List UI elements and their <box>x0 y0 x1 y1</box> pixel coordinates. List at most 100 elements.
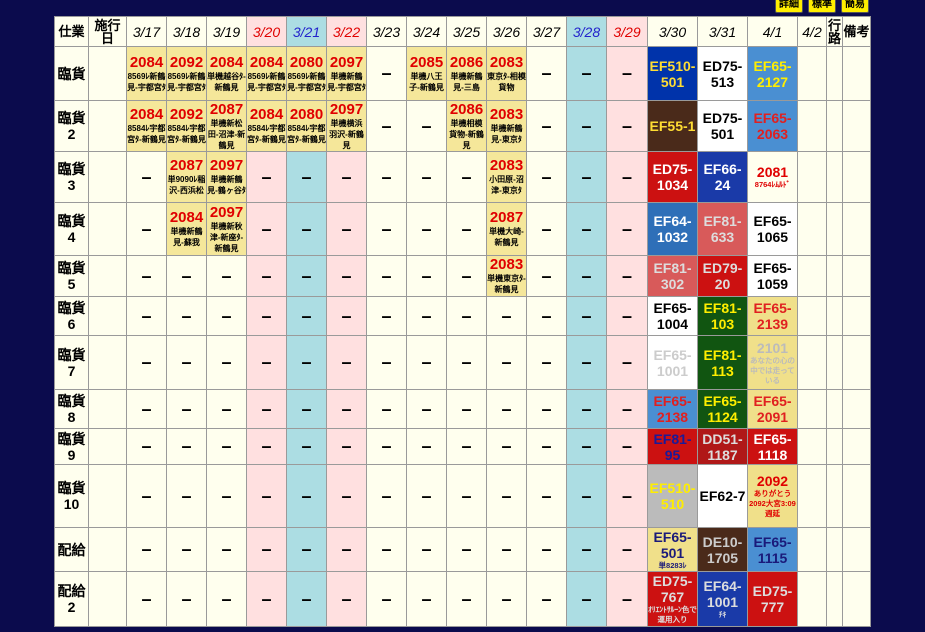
locomotive-cell[interactable]: EF65-1065 <box>747 202 798 256</box>
train-cell[interactable]: 2092 8584ﾚ宇都宮ﾀ-新鶴見 <box>166 100 207 152</box>
table-row: 配給2– – – – – – – – – – – – – ED75-767 ｵﾘｴﾝﾄｻﾙｰﾝ色で運用入り E… <box>54 571 871 627</box>
locomotive-cell[interactable]: EF65-1001 <box>647 335 698 390</box>
train-cell[interactable]: 2087 単機大崎-新鶴見 <box>486 202 527 256</box>
locomotive-cell[interactable]: EF81-103 <box>697 296 748 336</box>
locomotive-cell[interactable]: ED79-20 <box>697 255 748 297</box>
locomotive-number: ED75-513 <box>702 57 743 90</box>
locomotive-cell[interactable]: 2092 ありがとう2092大宮3:09週延 <box>747 464 798 528</box>
standard-button[interactable]: 標準 <box>808 0 836 13</box>
train-cell[interactable]: 2086 単機新鶴見-三島 <box>446 46 487 101</box>
locomotive-cell[interactable]: EF65-1124 <box>697 389 748 429</box>
locomotive-cell[interactable]: EF65-2063 <box>747 100 798 152</box>
locomotive-number: EF65-2091 <box>753 393 792 425</box>
start-date-cell <box>88 389 127 429</box>
train-cell[interactable]: 2097 単機新鶴見-宇都宮ﾀ <box>326 46 367 101</box>
locomotive-cell[interactable]: EF65-1004 <box>647 296 698 336</box>
locomotive-cell[interactable]: EF510-510 <box>647 464 698 528</box>
row-label: 臨貨9 <box>54 428 89 465</box>
empty-cell: – <box>326 527 367 572</box>
train-cell[interactable]: 2083 単機新鶴見-東京ﾀ <box>486 100 527 152</box>
empty-cell: – <box>406 202 447 256</box>
locomotive-cell[interactable]: EF65-501 単8283ﾚ <box>647 527 698 572</box>
locomotive-cell[interactable]: EF81-302 <box>647 255 698 297</box>
locomotive-number: EF65-2063 <box>753 110 792 142</box>
locomotive-cell[interactable]: ED75-501 <box>697 100 748 152</box>
train-cell[interactable]: 2097 単機新秋津-新座ﾀ-新鶴見 <box>206 202 247 256</box>
train-cell[interactable]: 2084 8584ﾚ宇都宮ﾀ-新鶴見 <box>246 100 287 152</box>
locomotive-cell[interactable]: 2101 あなたの心の中では走っている <box>747 335 798 390</box>
train-number: 2084 <box>249 106 284 123</box>
train-cell[interactable]: 2097 単機新鶴見-鶴ヶ谷ﾀ <box>206 151 247 203</box>
empty-cell: – <box>526 100 567 152</box>
train-cell[interactable]: 2083 単機東京ﾀ-新鶴見 <box>486 255 527 297</box>
locomotive-cell[interactable]: 2081 8764ﾚﾑﾙﾄﾞ <box>747 151 798 203</box>
locomotive-cell[interactable]: ED75-1034 <box>647 151 698 203</box>
empty-date-cell <box>797 100 827 152</box>
simple-button[interactable]: 簡易 <box>841 0 869 13</box>
locomotive-cell[interactable]: EF65-2091 <box>747 389 798 429</box>
train-cell[interactable]: 2084 単機新鶴見-蘇我 <box>166 202 207 256</box>
train-number: 2097 <box>209 157 244 174</box>
header-date-3-21: 3/21 <box>286 16 327 47</box>
train-cell[interactable]: 2087 単9090ﾚ稲沢-西浜松 <box>166 151 207 203</box>
locomotive-cell[interactable]: EF81-113 <box>697 335 748 390</box>
train-cell[interactable]: 2083 小田原-沼津-東京ﾀ <box>486 151 527 203</box>
train-cell[interactable]: 2083 東京ﾀ-相模貨物 <box>486 46 527 101</box>
empty-cell: – <box>246 335 287 390</box>
train-cell[interactable]: 2092 8569ﾚ新鶴見-宇都宮ﾀ <box>166 46 207 101</box>
locomotive-cell[interactable]: EF55-1 <box>647 100 698 152</box>
locomotive-cell[interactable]: EF66-24 <box>697 151 748 203</box>
notes-cell <box>842 202 871 256</box>
header-date-3-29: 3/29 <box>606 16 648 47</box>
train-cell[interactable]: 2084 単機越谷ﾀ-新鶴見 <box>206 46 247 101</box>
notes-cell <box>842 296 871 336</box>
train-cell[interactable]: 2086 単機相模貨物-新鶴見 <box>446 100 487 152</box>
table-row: 臨貨10– – – – – – – – – – – – – EF510-510 EF62-7 2092 ありがと… <box>54 464 871 528</box>
locomotive-cell[interactable]: EF65-2127 <box>747 46 798 101</box>
train-route: 単機新鶴見-宇都宮ﾀ <box>327 71 366 92</box>
locomotive-cell[interactable]: EF65-1118 <box>747 428 798 465</box>
train-cell[interactable]: 2087 単機新松田-沼津-新鶴見 <box>206 100 247 152</box>
locomotive-cell[interactable]: EF65-1115 <box>747 527 798 572</box>
empty-cell: – <box>486 389 527 429</box>
train-cell[interactable]: 2085 単機八王子-新鶴見 <box>406 46 447 101</box>
train-cell[interactable]: 2097 単機横浜羽沢-新鶴見 <box>326 100 367 152</box>
locomotive-cell[interactable]: ED75-513 <box>697 46 748 101</box>
train-number: 2083 <box>489 256 524 273</box>
locomotive-cell[interactable]: ED75-777 <box>747 571 798 627</box>
train-number: 2086 <box>449 100 484 118</box>
train-cell[interactable]: 2084 8584ﾚ宇都宮ﾀ-新鶴見 <box>126 100 167 152</box>
locomotive-cell[interactable]: DD51-1187 <box>697 428 748 465</box>
locomotive-cell[interactable]: EF62-7 <box>697 464 748 528</box>
empty-cell: – <box>446 571 487 627</box>
locomotive-cell[interactable]: EF65-2139 <box>747 296 798 336</box>
locomotive-number: EF64-1032 <box>653 213 692 245</box>
locomotive-cell[interactable]: EF65-1059 <box>747 255 798 297</box>
operation-table: 仕業 施行日 3/17 3/18 3/19 3/20 3/21 3/22 3/23 3/24 3… <box>54 16 871 627</box>
detail-button[interactable]: 詳細 <box>775 0 803 13</box>
empty-cell: – <box>406 100 447 152</box>
train-cell[interactable]: 2084 8569ﾚ新鶴見-宇都宮ﾀ <box>126 46 167 101</box>
empty-cell: – <box>366 464 407 528</box>
empty-cell: – <box>486 464 527 528</box>
empty-cell: – <box>406 255 447 297</box>
locomotive-cell[interactable]: DE10-1705 <box>697 527 748 572</box>
empty-date-cell <box>797 151 827 203</box>
locomotive-cell[interactable]: EF510-501 <box>647 46 698 101</box>
locomotive-cell[interactable]: EF64-1001 ﾁｷ <box>697 571 748 627</box>
train-cell[interactable]: 2084 8569ﾚ新鶴見-宇都宮ﾀ <box>246 46 287 101</box>
locomotive-cell[interactable]: EF65-2138 <box>647 389 698 429</box>
locomotive-cell[interactable]: EF64-1032 <box>647 202 698 256</box>
train-cell[interactable]: 2080 8584ﾚ宇都宮ﾀ-新鶴見 <box>286 100 327 152</box>
train-number: 2083 <box>489 157 524 174</box>
header-date-3-27: 3/27 <box>526 16 567 47</box>
empty-cell: – <box>606 100 648 152</box>
train-cell[interactable]: 2080 8569ﾚ新鶴見-宇都宮ﾀ <box>286 46 327 101</box>
locomotive-cell[interactable]: EF81-633 <box>697 202 748 256</box>
train-number: 2083 <box>489 53 524 71</box>
route-cell <box>826 464 843 528</box>
locomotive-cell[interactable]: ED75-767 ｵﾘｴﾝﾄｻﾙｰﾝ色で運用入り <box>647 571 698 627</box>
table-row: 臨貨 2084 8569ﾚ新鶴見-宇都宮ﾀ 2092 8569ﾚ新鶴見-宇都宮ﾀ 2084… <box>54 46 871 101</box>
empty-cell: – <box>486 527 527 572</box>
locomotive-cell[interactable]: EF81-95 <box>647 428 698 465</box>
